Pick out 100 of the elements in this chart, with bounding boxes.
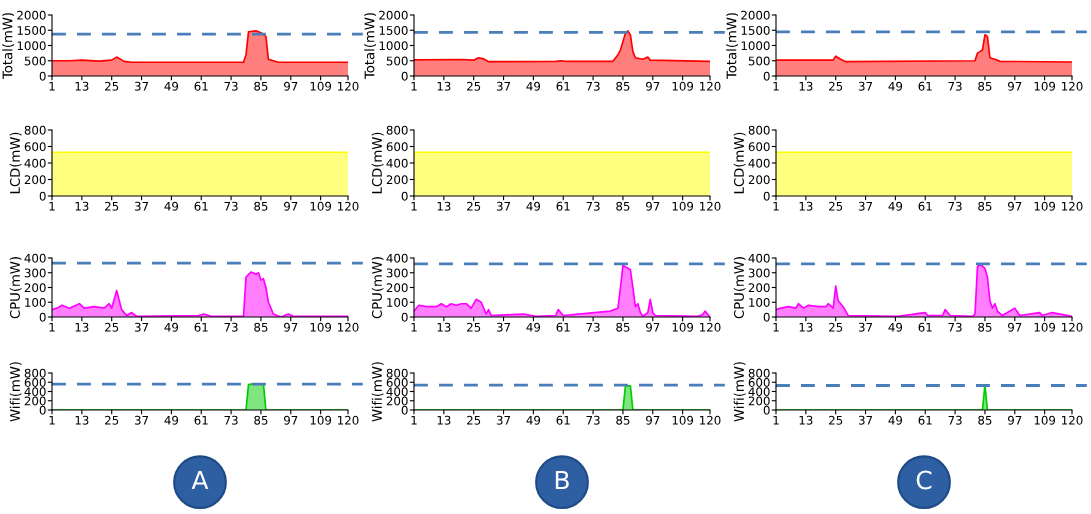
x-tick-label: 120 [700,322,721,332]
x-tick-label: 13 [75,322,89,332]
y-tick-label: 1500 [741,25,770,35]
x-tick-label: 1 [411,201,417,211]
x-tick-label: 25 [467,322,481,332]
x-tick-label: 25 [105,81,119,91]
x-tick-label: 61 [194,81,208,91]
x-tick-label: 37 [858,322,873,332]
y-tick-label: 600 [386,377,408,387]
x-tick-label: 120 [338,415,359,425]
y-tick-label: 200 [386,283,408,293]
y-tick-label: 800 [748,368,770,378]
x-tick-label: 97 [1008,322,1022,332]
x-tick-label: 37 [496,201,511,211]
x-tick-label: 85 [616,201,630,211]
y-tick-label: 0 [39,312,46,322]
text: C [916,470,932,490]
y-tick-label: 0 [401,405,408,415]
x-tick-label: 13 [75,415,89,425]
x-tick-label: 1 [49,81,55,91]
x-tick-label: 25 [105,201,119,211]
x-tick-label: 49 [164,415,179,425]
x-tick-label: 120 [338,81,359,91]
x-tick-label: 13 [437,322,451,332]
x-tick-label: 120 [338,201,359,211]
x-tick-label: 97 [646,201,660,211]
x-tick-label: 37 [134,322,149,332]
y-tick-label: 1500 [17,25,46,35]
x-tick-label: 97 [284,81,298,91]
x-tick-label: 73 [586,322,600,332]
x-tick-label: 13 [799,322,813,332]
y-tick-label: 0 [763,191,770,201]
y-tick-label: 800 [748,125,770,135]
x-tick-label: 49 [526,81,541,91]
x-tick-label: 61 [194,322,208,332]
x-tick-label: 61 [556,322,570,332]
x-tick-label: 73 [948,201,962,211]
y-tick-label: 1500 [379,25,408,35]
y-tick-label: 200 [748,283,770,293]
y-axis-title: LCD(mW) [9,132,22,194]
y-tick-label: 0 [763,71,770,81]
x-tick-label: 49 [164,201,179,211]
x-tick-label: 85 [254,415,268,425]
x-tick-label: 1 [411,322,417,332]
x-tick-label: 13 [799,201,813,211]
x-tick-label: 37 [496,322,511,332]
y-tick-label: 2000 [741,10,770,20]
y-tick-label: 300 [24,268,46,278]
y-axis-title: Wifi(mW) [371,362,384,422]
x-tick-label: 73 [224,415,238,425]
x-tick-label: 85 [254,81,268,91]
x-tick-label: 49 [164,81,179,91]
x-tick-label: 120 [1062,415,1083,425]
x-tick-label: 49 [526,415,541,425]
x-tick-label: 61 [918,201,932,211]
x-tick-label: 97 [1008,415,1022,425]
x-tick-label: 85 [978,201,992,211]
x-tick-label: 85 [616,81,630,91]
x-tick-label: 85 [978,322,992,332]
y-tick-label: 1000 [17,41,46,51]
x-tick-label: 25 [467,81,481,91]
x-tick-label: 37 [496,415,511,425]
x-tick-label: 73 [948,322,962,332]
x-tick-label: 109 [1034,81,1056,91]
x-tick-label: 120 [700,415,721,425]
x-tick-label: 49 [526,201,541,211]
x-tick-label: 85 [978,415,992,425]
y-axis-title: Wifi(mW) [9,362,22,422]
y-tick-label: 0 [763,405,770,415]
x-tick-label: 73 [948,81,962,91]
x-tick-label: 1 [411,415,417,425]
x-tick-label: 25 [829,415,843,425]
y-tick-label: 600 [748,142,770,152]
y-tick-label: 0 [763,312,770,322]
y-tick-label: 600 [386,142,408,152]
y-tick-label: 200 [24,396,46,406]
x-tick-label: 109 [310,201,332,211]
x-tick-label: 120 [1062,322,1083,332]
y-tick-label: 400 [748,158,770,168]
x-tick-label: 25 [105,415,119,425]
x-tick-label: 61 [556,81,570,91]
y-tick-label: 200 [24,175,46,185]
x-tick-label: 120 [1062,201,1083,211]
y-tick-label: 2000 [379,10,408,20]
x-tick-label: 61 [918,81,932,91]
x-tick-label: 37 [858,201,873,211]
x-tick-label: 73 [224,322,238,332]
y-axis-title: LCD(mW) [371,132,384,194]
x-tick-label: 25 [829,81,843,91]
y-tick-label: 200 [748,396,770,406]
x-tick-label: 37 [858,81,873,91]
y-tick-label: 500 [748,56,770,66]
x-tick-label: 85 [254,201,268,211]
x-tick-label: 61 [556,415,570,425]
y-tick-label: 400 [748,253,770,263]
y-tick-label: 0 [401,191,408,201]
y-tick-label: 0 [401,71,408,81]
x-tick-label: 109 [310,81,332,91]
y-tick-label: 100 [25,297,46,307]
y-tick-label: 0 [401,312,408,322]
